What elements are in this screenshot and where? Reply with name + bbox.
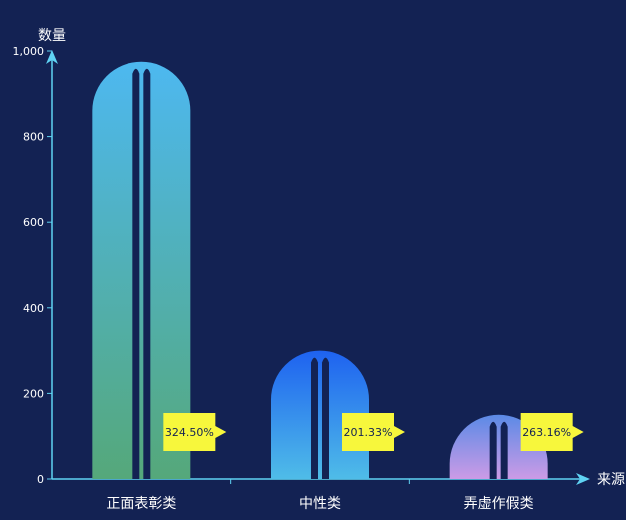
bar-value-label: 263.16% [522, 426, 571, 439]
bar-group: 324.50% 正面表彰类 201.33% 中性类 263.16% 弄虚作假类 [92, 61, 584, 512]
bar-value-label-bg [342, 413, 405, 451]
y-tick-group: 0 200 400 600 800 1,000 [13, 45, 52, 486]
bar-stripe [489, 421, 497, 479]
bar-value-label-bg [163, 413, 227, 451]
bar-value-label: 324.50% [165, 426, 214, 439]
x-axis-label: 来源 [597, 472, 625, 488]
y-tick-label: 200 [23, 387, 44, 400]
bar [92, 61, 191, 479]
bar-stripe [500, 421, 508, 479]
bar-stripe [311, 357, 318, 479]
x-tick-label: 正面表彰类 [106, 495, 176, 512]
y-tick-label: 1,000 [13, 45, 45, 58]
bar-value-label: 201.33% [344, 426, 393, 439]
bar-stripe [322, 357, 329, 479]
y-tick-label: 800 [23, 131, 44, 144]
bar-stripe [132, 68, 140, 479]
bar-stripe [143, 68, 151, 479]
y-tick-label: 600 [23, 216, 44, 229]
y-axis-arrow [46, 50, 58, 64]
y-tick-label: 400 [23, 302, 44, 315]
y-tick-label: 0 [37, 473, 44, 486]
bar-value-label-bg [520, 413, 584, 451]
x-axis-arrow [576, 473, 590, 485]
x-tick-label: 中性类 [299, 496, 341, 512]
x-tick-label: 弄虚作假类 [464, 496, 534, 512]
y-axis-label: 数量 [38, 28, 66, 44]
